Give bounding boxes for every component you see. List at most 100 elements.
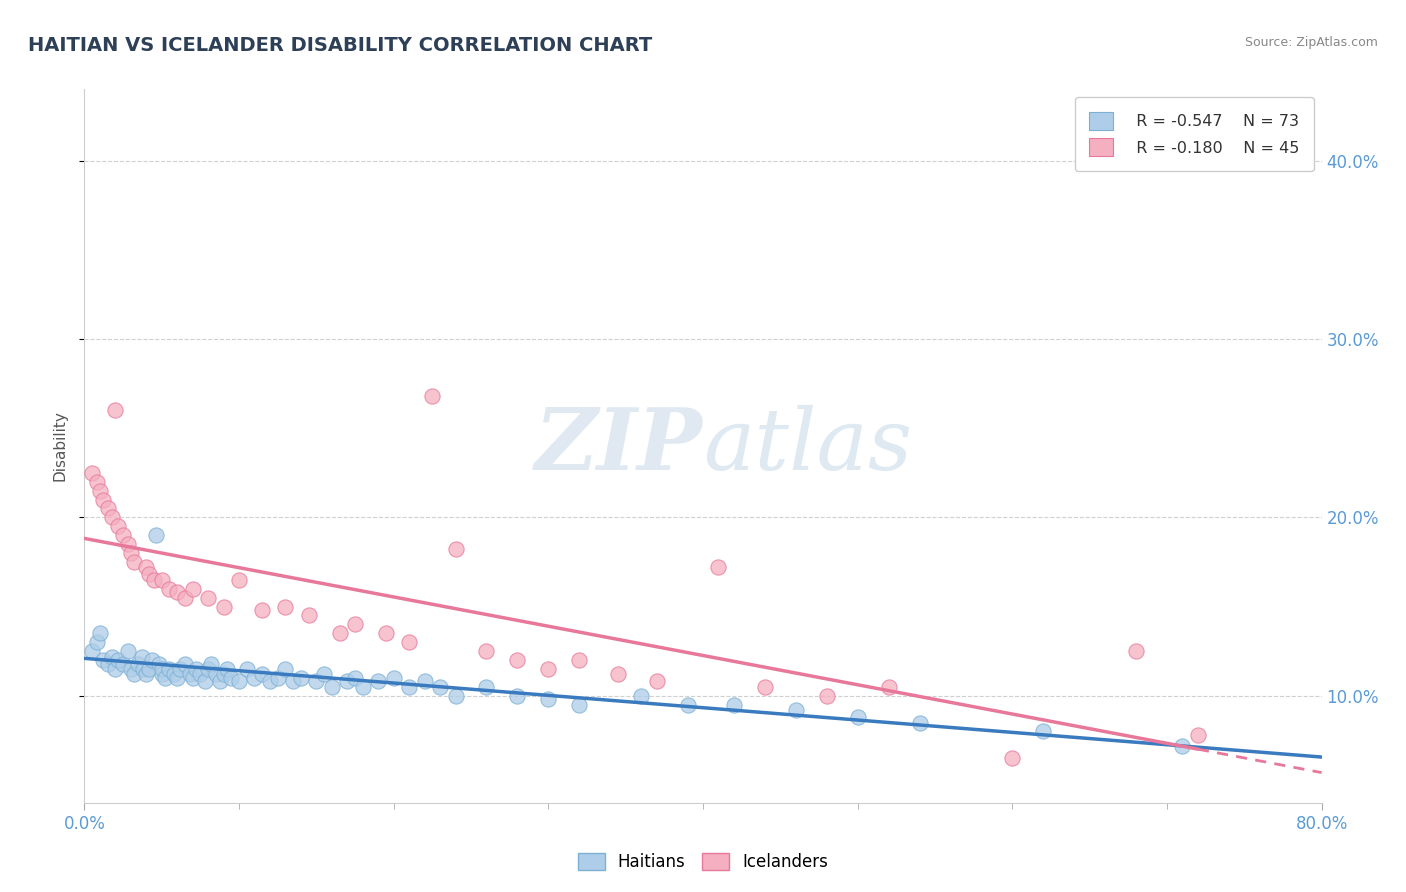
- Legend:   R = -0.547    N = 73,   R = -0.180    N = 45: R = -0.547 N = 73, R = -0.180 N = 45: [1074, 97, 1313, 171]
- Point: [607, 667, 630, 681]
- Point: [267, 671, 290, 685]
- Point: [228, 674, 250, 689]
- Point: [107, 519, 129, 533]
- Point: [138, 567, 160, 582]
- Point: [1032, 724, 1054, 739]
- Point: [209, 674, 232, 689]
- Point: [212, 667, 235, 681]
- Point: [506, 689, 529, 703]
- Point: [243, 671, 266, 685]
- Point: [298, 608, 321, 623]
- Point: [707, 560, 730, 574]
- Point: [221, 671, 243, 685]
- Point: [197, 591, 219, 605]
- Point: [429, 680, 451, 694]
- Point: [367, 674, 389, 689]
- Point: [290, 671, 312, 685]
- Point: [120, 662, 142, 676]
- Point: [212, 599, 235, 614]
- Point: [181, 582, 204, 596]
- Point: [305, 674, 328, 689]
- Point: [537, 662, 560, 676]
- Point: [194, 674, 217, 689]
- Point: [329, 626, 352, 640]
- Point: [132, 662, 155, 676]
- Point: [723, 698, 745, 712]
- Point: [422, 389, 444, 403]
- Point: [228, 573, 250, 587]
- Point: [112, 528, 135, 542]
- Point: [877, 680, 900, 694]
- Point: [274, 599, 297, 614]
- Point: [815, 689, 838, 703]
- Point: [145, 528, 167, 542]
- Point: [352, 680, 374, 694]
- Point: [174, 657, 197, 671]
- Point: [159, 582, 181, 596]
- Point: [314, 667, 336, 681]
- Point: [537, 692, 560, 706]
- Point: [236, 662, 259, 676]
- Point: [375, 626, 398, 640]
- Point: [444, 689, 467, 703]
- Point: [475, 644, 498, 658]
- Point: [159, 662, 181, 676]
- Legend: Haitians, Icelanders: Haitians, Icelanders: [569, 845, 837, 880]
- Point: [215, 662, 238, 676]
- Point: [131, 649, 153, 664]
- Text: ZIP: ZIP: [536, 404, 703, 488]
- Point: [398, 635, 420, 649]
- Point: [382, 671, 405, 685]
- Point: [188, 667, 212, 681]
- Point: [148, 657, 170, 671]
- Point: [174, 591, 197, 605]
- Point: [846, 710, 869, 724]
- Point: [184, 662, 207, 676]
- Text: HAITIAN VS ICELANDER DISABILITY CORRELATION CHART: HAITIAN VS ICELANDER DISABILITY CORRELAT…: [28, 36, 652, 54]
- Point: [91, 653, 114, 667]
- Point: [181, 671, 204, 685]
- Y-axis label: Disability: Disability: [52, 410, 67, 482]
- Point: [97, 501, 120, 516]
- Point: [117, 537, 139, 551]
- Point: [104, 403, 127, 417]
- Point: [153, 671, 176, 685]
- Point: [97, 657, 120, 671]
- Point: [143, 573, 166, 587]
- Point: [205, 667, 228, 681]
- Point: [163, 667, 186, 681]
- Point: [104, 662, 127, 676]
- Point: [252, 667, 274, 681]
- Point: [785, 703, 807, 717]
- Point: [200, 657, 222, 671]
- Point: [645, 674, 668, 689]
- Point: [150, 667, 173, 681]
- Point: [344, 671, 367, 685]
- Point: [117, 644, 139, 658]
- Point: [86, 475, 108, 489]
- Point: [107, 653, 129, 667]
- Point: [122, 555, 145, 569]
- Point: [101, 510, 124, 524]
- Point: [321, 680, 343, 694]
- Point: [86, 635, 108, 649]
- Point: [89, 483, 111, 498]
- Point: [1171, 739, 1194, 753]
- Text: Source: ZipAtlas.com: Source: ZipAtlas.com: [1244, 36, 1378, 49]
- Point: [506, 653, 529, 667]
- Point: [150, 573, 173, 587]
- Point: [122, 667, 145, 681]
- Point: [252, 603, 274, 617]
- Point: [82, 644, 104, 658]
- Point: [166, 585, 188, 599]
- Point: [197, 662, 219, 676]
- Point: [101, 649, 124, 664]
- Point: [169, 662, 191, 676]
- Point: [89, 626, 111, 640]
- Text: atlas: atlas: [703, 405, 912, 487]
- Point: [274, 662, 297, 676]
- Point: [336, 674, 359, 689]
- Point: [1125, 644, 1147, 658]
- Point: [630, 689, 652, 703]
- Point: [475, 680, 498, 694]
